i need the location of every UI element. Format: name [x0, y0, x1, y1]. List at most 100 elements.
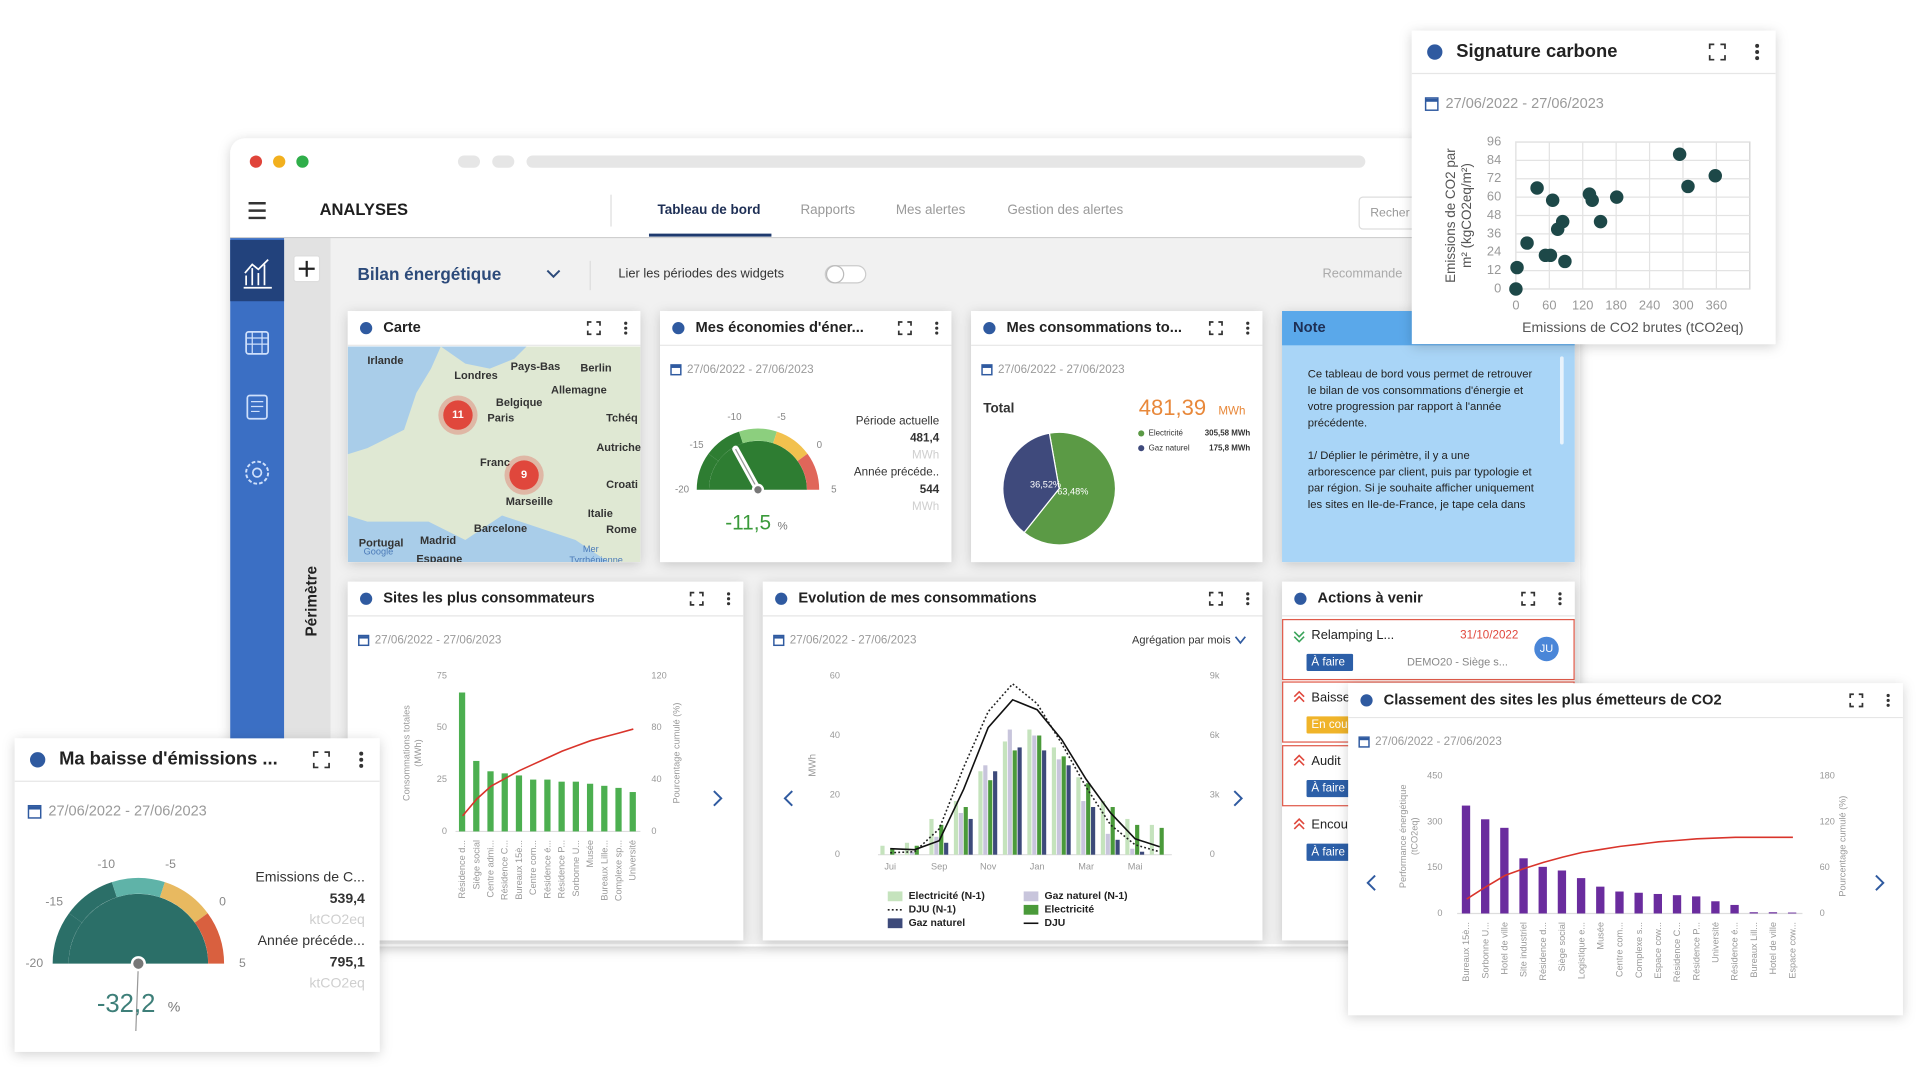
map-label: Berlin — [580, 362, 611, 374]
menu-dot[interactable] — [726, 597, 731, 601]
menu-dot[interactable] — [726, 602, 731, 606]
gauge-tick-label: 0 — [817, 440, 823, 451]
y-tick-label: 72 — [1487, 170, 1501, 185]
bar — [978, 771, 983, 855]
menu-dot[interactable] — [1246, 321, 1250, 325]
x-tick-label: Résidence é... — [542, 840, 552, 899]
menu-dot[interactable] — [1558, 597, 1562, 601]
menu-dot[interactable] — [624, 331, 628, 335]
menu-dot[interactable] — [1246, 592, 1250, 596]
menu-dot[interactable] — [935, 331, 939, 335]
expand-icon[interactable] — [1208, 321, 1223, 336]
expand-icon[interactable] — [1521, 591, 1536, 606]
icon-settings[interactable] — [245, 460, 270, 485]
expand-icon[interactable] — [689, 591, 704, 606]
menu-dot[interactable] — [726, 592, 731, 596]
x-tick-label: Centre com... — [1615, 922, 1625, 977]
prev-arrow[interactable] — [1366, 874, 1376, 891]
bar — [544, 779, 551, 832]
axis-title: m² (kgCO2eq/m²) — [1459, 163, 1474, 268]
map-label: Tyrrhénienne — [569, 555, 623, 565]
axis-title: Emissions de CO2 brutes (tCO2eq) — [1522, 319, 1743, 335]
note-text: le bilan de vos consommations d'énergie … — [1308, 385, 1524, 397]
menu-dot[interactable] — [1246, 602, 1250, 606]
note-text: 1/ Déplier le périmètre, il y a une — [1308, 450, 1470, 462]
kpi-current-value: 539,4 — [330, 890, 365, 906]
menu-dot[interactable] — [935, 326, 939, 330]
x-tick-label: Nov — [980, 861, 997, 871]
expand-icon[interactable] — [312, 751, 330, 769]
priority-icon — [1293, 690, 1305, 703]
scatter-point — [1593, 214, 1608, 229]
prev-arrow[interactable] — [783, 790, 793, 807]
menu-dot[interactable] — [1755, 43, 1760, 48]
map-label: Franc — [480, 457, 510, 469]
gauge-tick-label: -10 — [727, 412, 742, 423]
tab[interactable]: Tableau de bord — [658, 202, 761, 217]
icon-building[interactable] — [245, 330, 270, 355]
map-label: Paris — [487, 413, 514, 425]
app-title: ANALYSES — [320, 200, 408, 219]
menu-dot[interactable] — [359, 751, 364, 756]
bar — [944, 842, 949, 855]
tab[interactable]: Gestion des alertes — [1007, 202, 1123, 217]
bar — [1768, 912, 1778, 914]
menu-dot[interactable] — [1246, 597, 1250, 601]
x-tick-label: 120 — [1572, 298, 1593, 313]
menu-dot[interactable] — [1886, 703, 1890, 707]
icon-analytics[interactable] — [243, 258, 272, 289]
expand-icon[interactable] — [897, 321, 912, 336]
gauge-needle-edge — [135, 963, 139, 1031]
aggregation[interactable]: Agrégation par mois — [1132, 634, 1231, 646]
expand-icon[interactable] — [586, 321, 601, 336]
bar — [586, 783, 594, 832]
bar — [1461, 805, 1471, 914]
next-arrow[interactable] — [713, 790, 723, 807]
menu-dot[interactable] — [1755, 56, 1760, 61]
y-tick-label: 75 — [437, 670, 447, 680]
menu-dot[interactable] — [1246, 326, 1250, 330]
bar — [1027, 729, 1032, 855]
tab[interactable]: Mes alertes — [896, 202, 966, 217]
dashboard-name[interactable]: Bilan énergétique — [358, 264, 502, 284]
map-sea — [347, 346, 441, 455]
icon-report[interactable] — [246, 394, 268, 420]
menu-dot[interactable] — [1886, 693, 1890, 698]
menu-dot[interactable] — [1558, 592, 1562, 596]
next-arrow[interactable] — [1875, 874, 1885, 891]
menu-dot[interactable] — [1246, 331, 1250, 335]
x-tick-label: Jui — [884, 861, 896, 871]
next-arrow[interactable] — [1233, 790, 1244, 807]
menu-dot[interactable] — [1755, 50, 1760, 55]
cluster[interactable] — [443, 400, 473, 430]
expand-icon[interactable] — [1849, 693, 1864, 708]
bar — [968, 818, 973, 855]
bar — [1634, 892, 1643, 914]
menu-dot[interactable] — [1558, 602, 1562, 606]
x-tick-label: 300 — [1672, 298, 1693, 313]
menu-dot[interactable] — [1886, 698, 1890, 702]
bar — [929, 818, 934, 855]
bar — [963, 807, 968, 855]
menu-dot[interactable] — [359, 757, 364, 762]
bar — [515, 775, 523, 832]
expand-icon[interactable] — [1708, 43, 1726, 61]
menu-dot[interactable] — [624, 321, 628, 325]
bar — [629, 792, 636, 832]
bar — [880, 845, 885, 855]
tab[interactable]: Rapports — [800, 202, 855, 217]
x-tick-label: Musée — [585, 840, 595, 868]
menu-dot[interactable] — [359, 763, 364, 768]
menu-dot[interactable] — [935, 321, 939, 325]
gauge-value: -11,5 — [725, 512, 771, 535]
menu-dot[interactable] — [624, 326, 628, 330]
widget-card — [1411, 30, 1776, 345]
cluster[interactable] — [509, 460, 539, 490]
bar — [1538, 866, 1547, 914]
bar — [615, 787, 622, 832]
bar — [1110, 807, 1115, 855]
expand-icon[interactable] — [1208, 591, 1223, 606]
widget-title: Classement des sites les plus émetteurs … — [1384, 692, 1722, 708]
x-tick-label: Université — [1711, 922, 1721, 963]
sidebar-label: Périmètre — [303, 566, 320, 637]
